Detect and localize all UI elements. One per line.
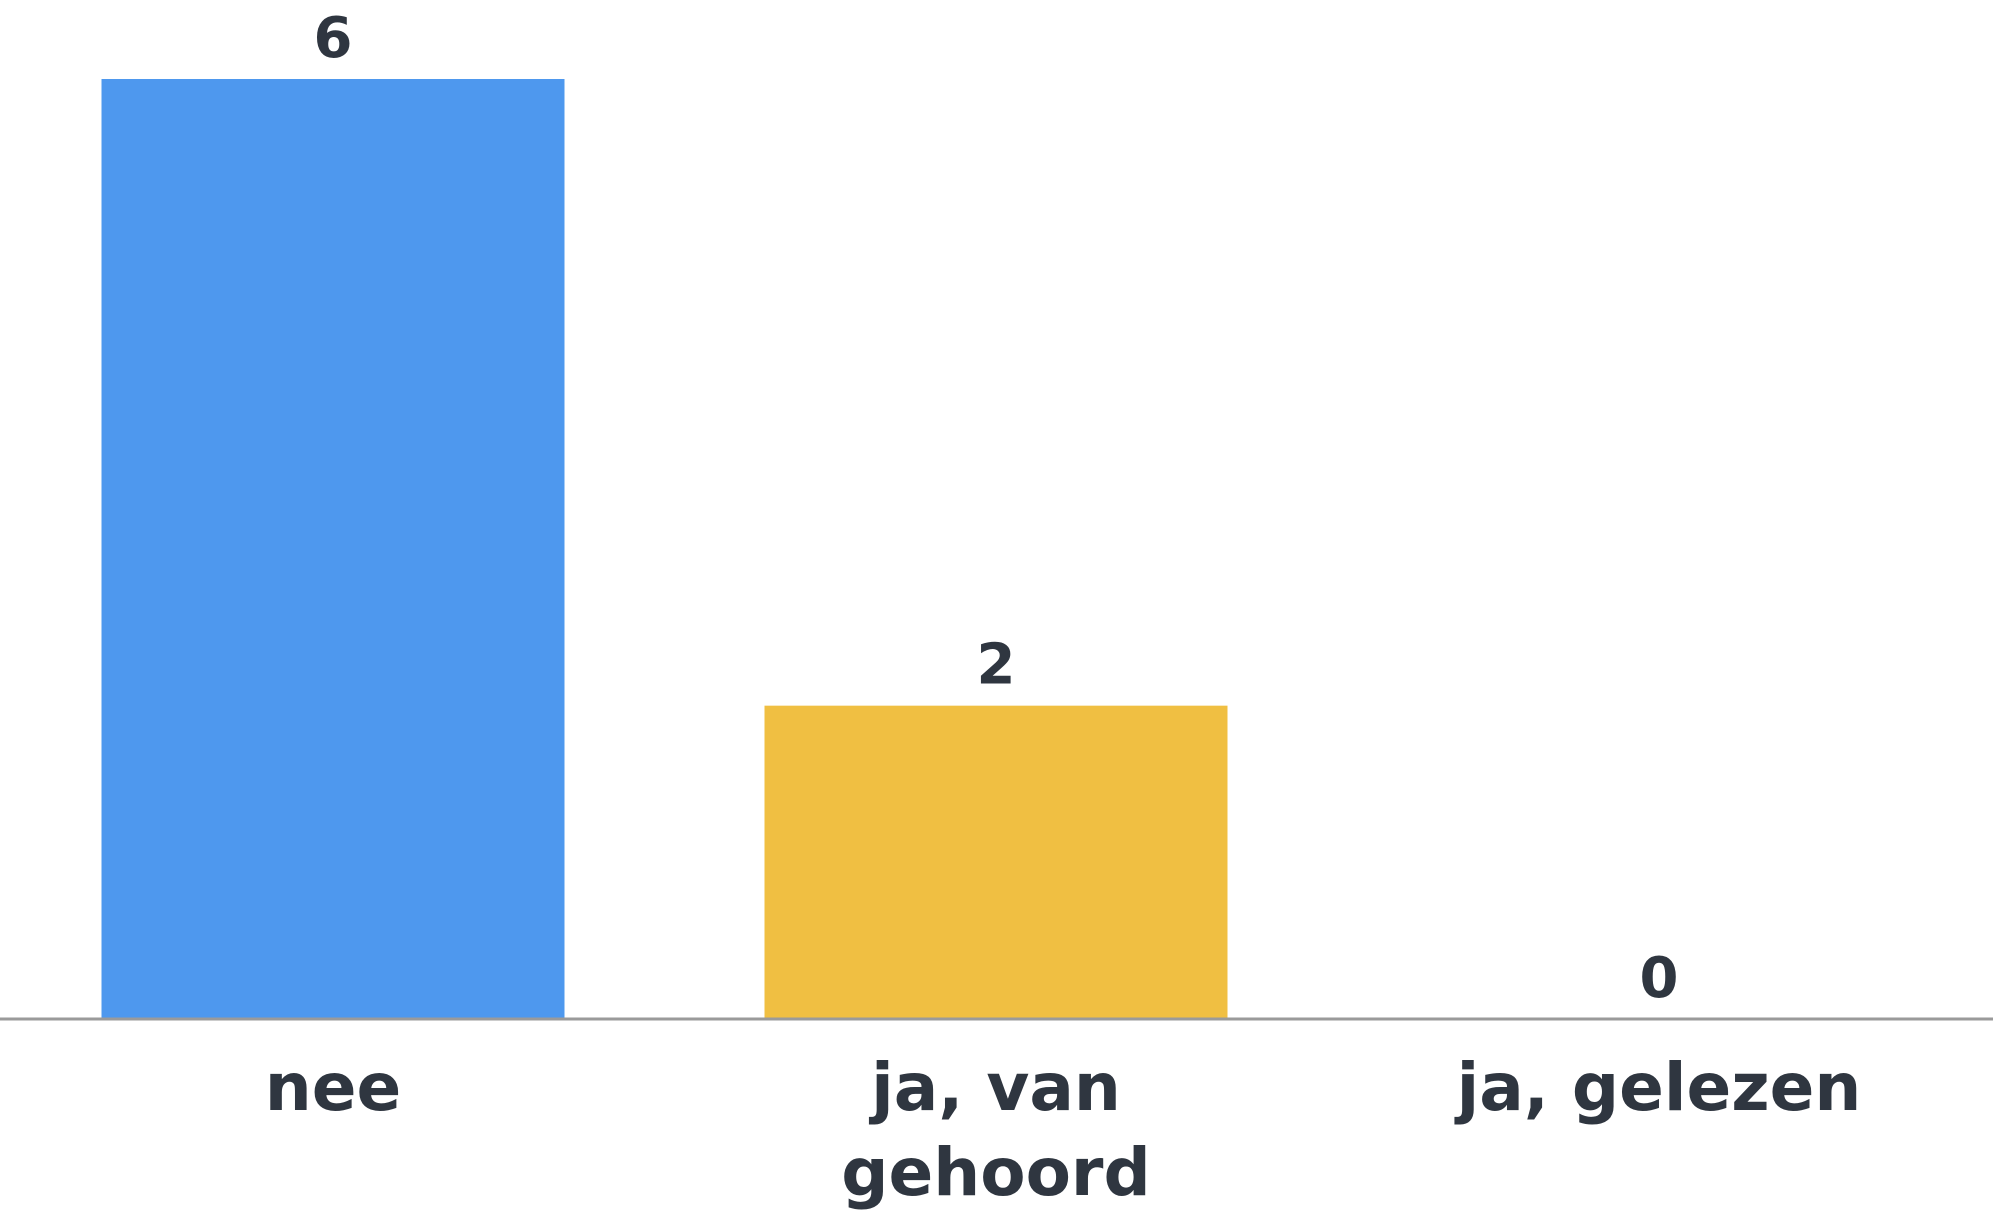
category-label-line: nee [265,1049,402,1126]
value-labels-group: 6 2 0 [314,6,1679,1011]
bar-1 [101,79,565,1019]
category-label-line: ja, van [868,1049,1121,1126]
category-label-2: ja, van gehoord [841,1049,1150,1211]
value-label-2: 2 [977,633,1016,698]
bars-group [101,79,1228,1019]
category-label-line: ja, gelezen [1454,1049,1862,1126]
bar-2 [764,705,1228,1019]
value-label-1: 6 [314,6,353,71]
category-label-3: ja, gelezen [1454,1049,1862,1126]
category-labels-group: nee ja, van gehoord ja, gelezen [265,1049,1862,1211]
category-label-1: nee [265,1049,402,1126]
value-label-3: 0 [1640,946,1679,1011]
category-label-line: gehoord [841,1134,1150,1211]
